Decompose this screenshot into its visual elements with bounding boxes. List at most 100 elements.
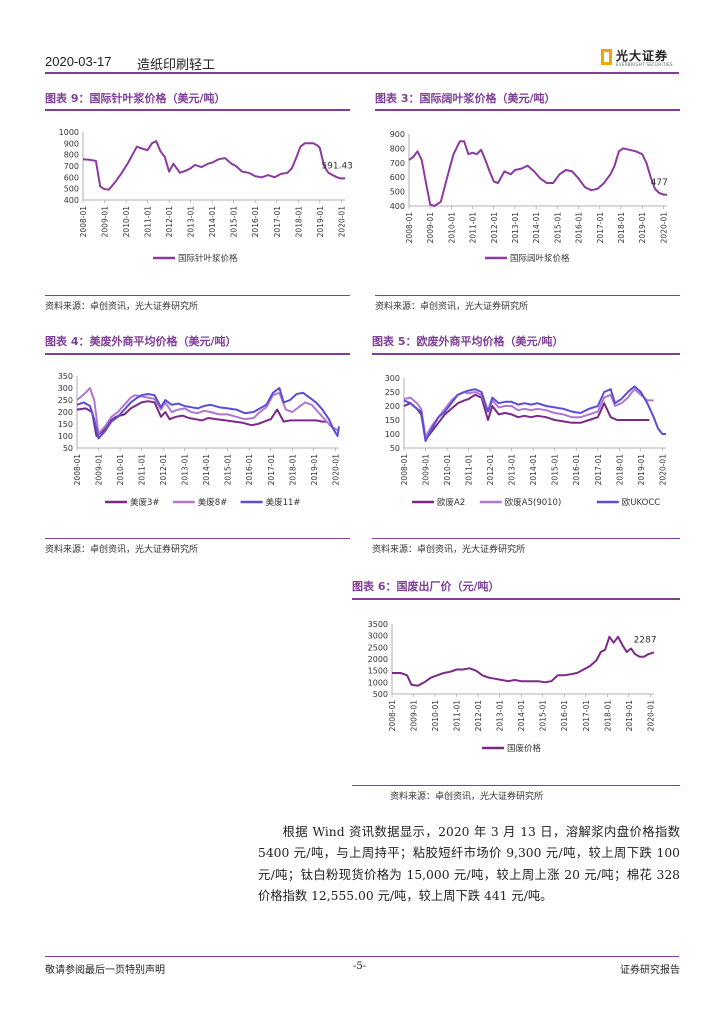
x-tick-label: 2014-01 [202,454,211,486]
x-tick-label: 2015-01 [230,206,239,238]
x-tick-label: 2009-01 [101,206,110,238]
figure-3-chart: 400 500 600 700 800 900 2008-01 2009-01 2010-01 2… [390,130,669,264]
x-tick-label: 2009-01 [95,454,104,486]
y-tick-label: 100 [385,430,400,439]
y-tick-label: 150 [58,420,73,429]
x-tick-label: 2008-01 [400,454,409,486]
x-tick-label: 2010-01 [431,700,440,732]
data-label: 591.43 [321,161,353,171]
series-line-2 [403,388,654,438]
x-tick-label: 2020-01 [331,454,340,486]
y-tick-label: 900 [390,130,405,139]
x-tick-label: 2016-01 [245,454,254,486]
x-tick-label: 2014-01 [529,454,538,486]
figure-3-title: 图表 3：国际阔叶浆价格（美元/吨） [375,92,556,105]
x-tick-label: 2011-01 [453,700,462,732]
footer-rule [45,956,679,957]
x-tick-label: 2008-01 [388,700,397,732]
x-tick-label: 2014-01 [517,700,526,732]
x-tick-label: 2013-01 [187,206,196,238]
x-tick-label: 2014-01 [208,206,217,238]
x-tick-label: 2012-01 [486,454,495,486]
x-tick-label: 2009-01 [422,454,431,486]
x-tick-label: 2012-01 [159,454,168,486]
footer-report-type: 证券研究报告 [620,965,680,976]
figure-5-rule [372,353,680,355]
x-tick-label: 2014-01 [532,212,541,244]
y-tick-label: 900 [64,139,79,148]
x-tick-label: 2008-01 [79,206,88,238]
figure-6-title: 图表 6：国废出厂价（元/吨） [352,580,500,593]
legend-label-2: 欧废A5(9010) [505,497,562,508]
x-tick-label: 2010-01 [443,454,452,486]
x-tick-label: 2017-01 [582,700,591,732]
y-tick-label: 800 [64,151,79,160]
series-line-3 [403,385,666,442]
x-tick-label: 2017-01 [596,212,605,244]
legend-label-3: 美废11# [266,497,301,508]
figure-6-source: 资料来源：卓创资讯，光大证券研究所 [390,792,544,802]
x-tick-label: 2011-01 [465,454,474,486]
x-tick-label: 2018-01 [617,212,626,244]
x-tick-label: 2012-01 [165,206,174,238]
x-tick-label: 2011-01 [144,206,153,238]
y-tick-label: 300 [385,374,400,383]
y-tick-label: 50 [390,444,400,453]
x-tick-label: 2018-01 [615,454,624,486]
y-tick-label: 400 [64,196,79,205]
x-tick-label: 2018-01 [288,454,297,486]
x-tick-label: 2009-01 [426,212,435,244]
y-tick-label: 1500 [368,667,388,676]
footer-disclaimer: 敬请参阅最后一页特别声明 [45,965,165,976]
footer-page-number: -5- [353,961,367,972]
y-tick-label: 500 [64,185,79,194]
x-tick-label: 2013-01 [181,454,190,486]
x-tick-label: 2008-01 [405,212,414,244]
x-tick-label: 2010-01 [122,206,131,238]
x-tick-label: 2017-01 [273,206,282,238]
x-tick-label: 2015-01 [539,700,548,732]
x-tick-label: 2020-01 [659,212,668,244]
x-tick-label: 2012-01 [490,212,499,244]
logo-text: 光大证券 [616,49,669,63]
figure-5-source-rule [372,538,680,539]
logo-mark-icon [601,49,612,65]
series-line-3 [76,387,340,440]
x-tick-label: 2017-01 [594,454,603,486]
x-tick-label: 2019-01 [625,700,634,732]
legend-label-1: 国际阔叶浆价格 [510,253,570,264]
y-tick-label: 500 [390,188,405,197]
x-tick-label: 2016-01 [560,700,569,732]
data-label: 477 [651,178,668,188]
y-tick-label: 200 [58,408,73,417]
y-tick-label: 3500 [368,620,388,629]
y-tick-label: 3000 [368,632,388,641]
x-tick-label: 2015-01 [553,212,562,244]
y-tick-label: 250 [58,396,73,405]
y-tick-label: 700 [64,162,79,171]
header-rule [45,72,679,74]
x-tick-label: 2015-01 [551,454,560,486]
x-tick-label: 2008-01 [73,454,82,486]
y-tick-label: 600 [64,173,79,182]
x-tick-label: 2012-01 [474,700,483,732]
x-tick-label: 2020-01 [646,700,655,732]
x-tick-label: 2020-01 [337,206,346,238]
figure-5-source: 资料来源：卓创资讯，光大证券研究所 [372,545,526,555]
figure-5-chart: 50 100 150 200 250 300 2008-01 2009-01 2010-01 20… [385,374,668,508]
x-tick-label: 2013-01 [511,212,520,244]
legend-label-2: 美废8# [198,497,228,508]
figure-4-chart: 50 100 150 200 250 300 350 2008-01 2009-01 2010-0… [58,372,341,508]
figure-4-title: 图表 4：美废外商平均价格（美元/吨） [45,335,237,348]
series-line-1 [403,393,650,441]
figure-9-title: 图表 9：国际针叶浆价格（美元/吨） [45,92,226,105]
y-tick-label: 600 [390,173,405,182]
x-tick-label: 2016-01 [575,212,584,244]
y-tick-label: 350 [58,372,73,381]
figure-4-source: 资料来源：卓创资讯，光大证券研究所 [45,545,199,555]
y-tick-label: 500 [373,690,388,699]
x-tick-label: 2019-01 [310,454,319,486]
figure-6-source-rule [352,785,680,786]
figure-4-rule [45,353,350,355]
x-tick-label: 2010-01 [447,212,456,244]
